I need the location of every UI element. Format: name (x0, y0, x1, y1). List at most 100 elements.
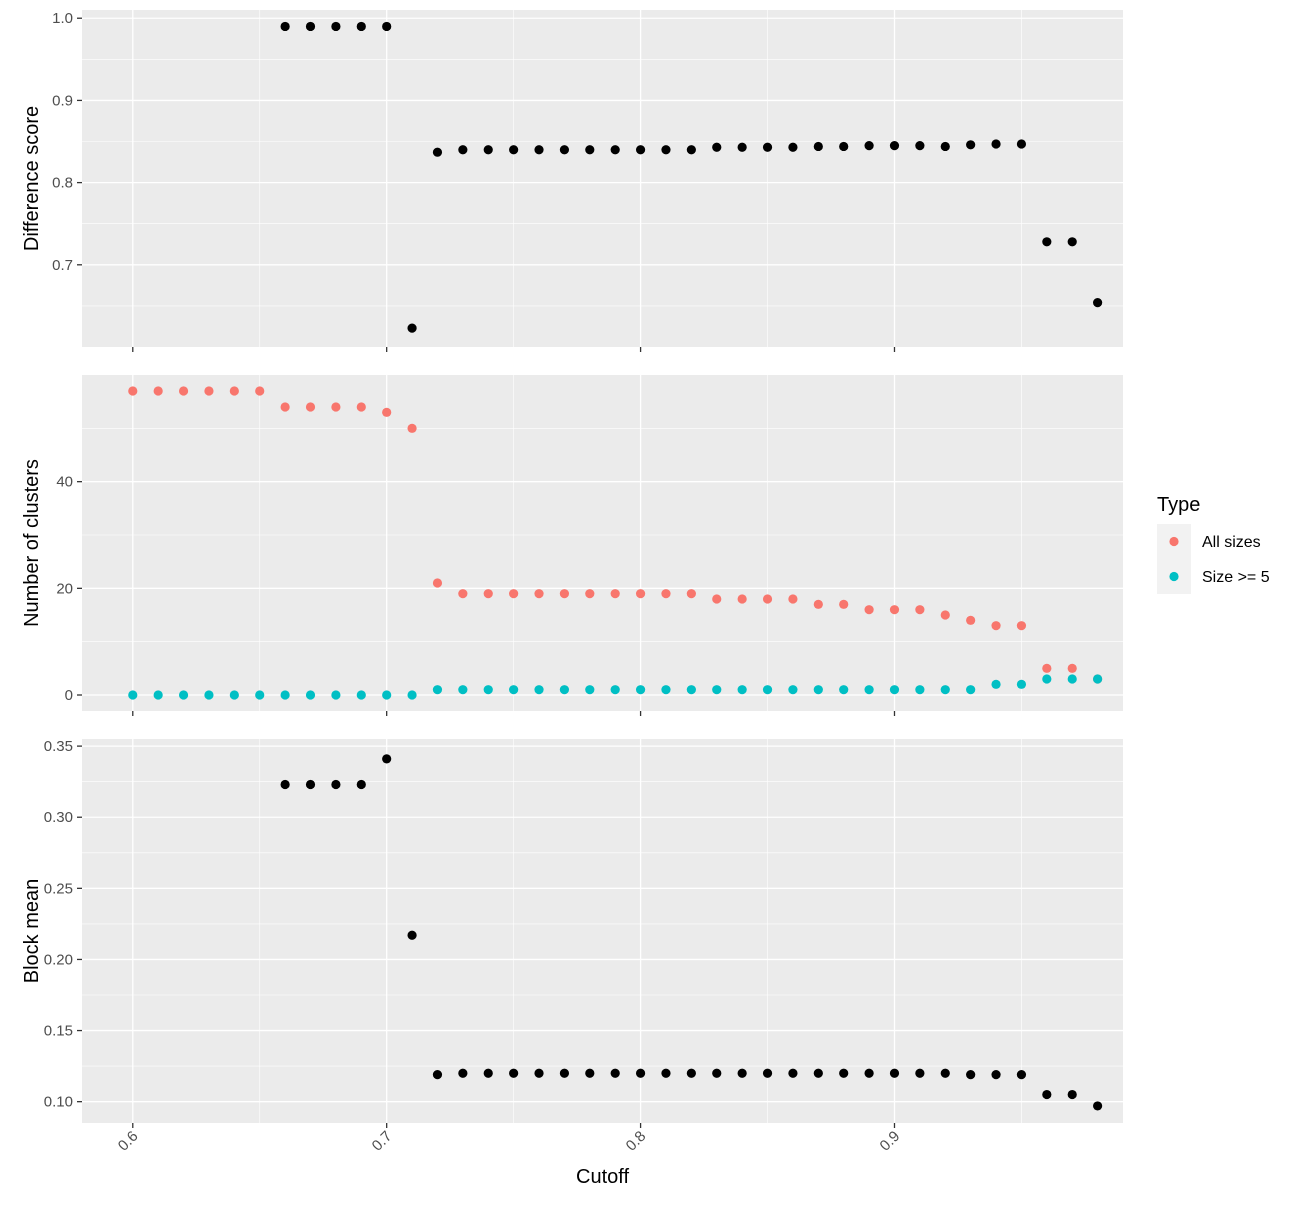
data-point (661, 685, 671, 695)
data-point (331, 779, 341, 790)
data-point (229, 386, 239, 396)
data-point (1067, 1089, 1077, 1100)
data-point (610, 685, 620, 695)
data-point (839, 1068, 849, 1078)
data-point (915, 1068, 925, 1078)
data-point (432, 147, 443, 157)
data-point (559, 685, 570, 695)
data-point (762, 685, 773, 695)
data-point (280, 690, 290, 700)
data-point (356, 402, 366, 412)
data-point (635, 589, 646, 599)
data-point (407, 323, 417, 333)
data-point (356, 21, 366, 32)
data-point (356, 779, 366, 790)
data-point (534, 1068, 544, 1078)
x-tick-label: 0.7 (369, 1128, 396, 1155)
data-point (1042, 237, 1052, 247)
data-point (153, 690, 163, 700)
data-point (661, 1068, 671, 1078)
data-point (1042, 663, 1052, 673)
data-point (1016, 621, 1027, 631)
data-point (534, 685, 544, 695)
data-point (585, 589, 595, 599)
data-point (712, 142, 722, 152)
data-point (712, 1068, 722, 1078)
data-point (458, 685, 468, 695)
y-tick-label: 0.35 (44, 738, 73, 755)
data-point (788, 685, 798, 695)
data-point (229, 690, 239, 700)
data-point (864, 1068, 874, 1078)
data-point (940, 685, 950, 695)
data-point (839, 685, 849, 695)
data-point (1093, 1101, 1103, 1111)
data-point (813, 1068, 823, 1078)
y-tick-label: 1.0 (52, 10, 73, 27)
data-point (661, 589, 671, 599)
data-point (1093, 674, 1103, 684)
data-point (407, 690, 417, 700)
data-point (686, 1068, 696, 1078)
data-point (509, 685, 519, 695)
data-point (1016, 139, 1027, 149)
data-point (813, 685, 823, 695)
data-point (966, 1070, 976, 1080)
data-point (940, 1068, 950, 1078)
data-point (559, 145, 570, 155)
data-point (915, 605, 925, 615)
data-point (432, 1070, 443, 1080)
y-tick-label: 0.7 (52, 257, 73, 274)
data-point (585, 1068, 595, 1078)
data-point (509, 589, 519, 599)
data-point (762, 594, 773, 604)
data-point (255, 690, 265, 700)
data-point (889, 685, 900, 695)
panel-background-2 (82, 375, 1123, 711)
legend-label: Size >= 5 (1202, 569, 1270, 586)
data-point (356, 690, 366, 700)
data-point (940, 610, 950, 620)
x-tick-label: 0.9 (877, 1128, 904, 1155)
data-point (991, 621, 1001, 631)
data-point (255, 386, 265, 396)
data-point (610, 145, 620, 155)
data-point (940, 141, 950, 152)
data-point (559, 589, 570, 599)
y-tick-label: 20 (56, 580, 73, 597)
y-axis-title-2: Number of clusters (21, 459, 43, 627)
data-point (458, 145, 468, 155)
data-point (737, 142, 747, 152)
y-tick-label: 0.10 (44, 1094, 73, 1111)
data-point (889, 605, 900, 615)
data-point (280, 21, 290, 32)
data-point (204, 386, 214, 396)
data-point (737, 594, 747, 604)
data-point (483, 1068, 493, 1078)
x-axis-title: Cutoff (576, 1166, 629, 1188)
data-point (966, 615, 976, 625)
data-point (407, 423, 417, 433)
y-tick-label: 0.30 (44, 809, 73, 826)
data-point (509, 1068, 519, 1078)
y-tick-label: 0 (65, 687, 73, 704)
legend-label: All sizes (1202, 534, 1261, 551)
panel-background-3 (82, 739, 1123, 1123)
data-point (432, 685, 443, 695)
y-axis-title-3: Block mean (21, 879, 43, 984)
data-point (788, 594, 798, 604)
data-point (483, 685, 493, 695)
data-point (686, 145, 696, 155)
data-point (839, 141, 849, 152)
data-point (813, 141, 823, 152)
y-tick-label: 0.20 (44, 951, 73, 968)
data-point (686, 589, 696, 599)
legend-key-dot (1169, 536, 1179, 547)
data-point (788, 1068, 798, 1078)
data-point (534, 145, 544, 155)
data-point (788, 142, 798, 152)
data-point (864, 605, 874, 615)
data-point (128, 690, 138, 700)
